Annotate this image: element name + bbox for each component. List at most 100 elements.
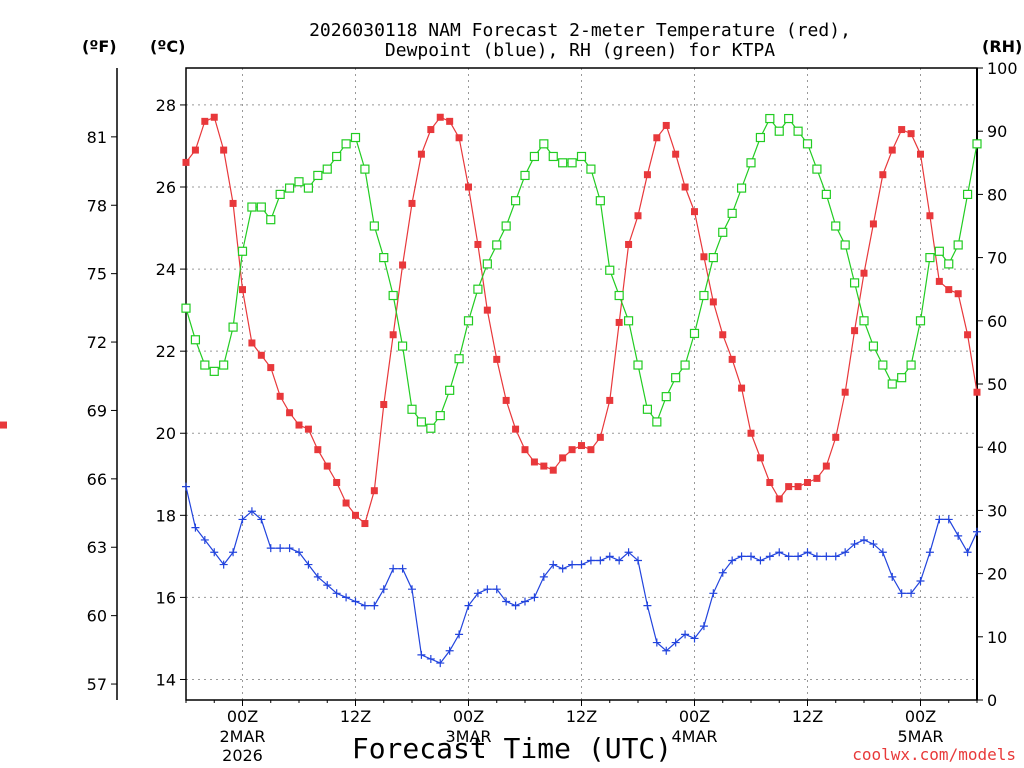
celsius-tick-label: 24 bbox=[156, 260, 176, 279]
dewpoint-point bbox=[229, 548, 238, 557]
rh-point bbox=[614, 290, 624, 301]
temperature-point bbox=[907, 130, 915, 138]
rh-point bbox=[219, 360, 229, 370]
rh-point bbox=[708, 253, 718, 263]
dewpoint-point bbox=[417, 650, 426, 659]
rh-point bbox=[812, 164, 822, 174]
rh-point bbox=[868, 341, 879, 351]
temperature-point bbox=[813, 474, 821, 482]
dewpoint-point bbox=[549, 560, 558, 569]
rh-point bbox=[680, 360, 690, 370]
time-tick-label: 00Z bbox=[905, 707, 936, 726]
temperature-point bbox=[361, 520, 369, 528]
rh-tick-label: 40 bbox=[987, 438, 1007, 457]
temperature-point bbox=[483, 306, 491, 314]
series-layer bbox=[0, 114, 982, 668]
dewpoint-point bbox=[502, 597, 511, 606]
rh-point bbox=[379, 253, 389, 263]
plot-frame bbox=[185, 67, 978, 701]
rh-tick-label: 70 bbox=[987, 249, 1007, 268]
temperature-point bbox=[804, 478, 811, 486]
dewpoint-point bbox=[210, 548, 219, 557]
temperature-point bbox=[267, 364, 275, 372]
rh-tick-label: 30 bbox=[987, 501, 1007, 520]
chart-title-line1: 2026030118 NAM Forecast 2-meter Temperat… bbox=[309, 20, 851, 41]
rh-point bbox=[633, 360, 643, 370]
rh-point bbox=[689, 328, 700, 339]
temperature-point bbox=[785, 483, 793, 491]
temperature-point bbox=[766, 478, 774, 486]
temperature-point bbox=[869, 220, 877, 228]
rh-point bbox=[520, 170, 530, 181]
dewpoint-point bbox=[379, 585, 388, 594]
celsius-tick-label: 16 bbox=[156, 588, 176, 607]
dewpoint-point bbox=[709, 589, 718, 598]
temperature-point bbox=[954, 290, 962, 298]
dewpoint-point bbox=[266, 544, 275, 553]
temperature-point bbox=[530, 458, 538, 466]
rh-point bbox=[200, 360, 210, 370]
rh-point bbox=[181, 303, 191, 313]
dewpoint-point bbox=[596, 556, 605, 565]
temperature-point bbox=[399, 261, 407, 269]
celsius-tick-label: 14 bbox=[156, 670, 176, 689]
rh-point bbox=[661, 392, 671, 402]
temperature-point bbox=[286, 409, 294, 417]
rh-point bbox=[341, 139, 351, 149]
temperature-point bbox=[756, 454, 764, 462]
dewpoint-point bbox=[662, 646, 671, 655]
rh-point bbox=[237, 246, 248, 256]
rh-point bbox=[802, 139, 813, 149]
celsius-tick-label: 22 bbox=[156, 342, 176, 361]
rh-point bbox=[849, 278, 860, 288]
time-tick-label: 12Z bbox=[340, 707, 371, 726]
rh-point bbox=[586, 164, 596, 174]
temperature-point bbox=[935, 277, 943, 285]
dewpoint-point bbox=[530, 593, 539, 602]
rh-unit-label: (RH) bbox=[982, 37, 1022, 56]
temperature-point bbox=[898, 126, 906, 134]
fahrenheit-tick-label: 72 bbox=[87, 333, 107, 352]
temperature-point bbox=[662, 121, 670, 129]
dewpoint-point bbox=[765, 552, 774, 561]
rh-point bbox=[934, 246, 944, 256]
temperature-point bbox=[719, 331, 727, 339]
temperature-point bbox=[672, 150, 680, 158]
temperature-point bbox=[446, 117, 454, 125]
dewpoint-point bbox=[841, 548, 850, 557]
watermark: coolwx.com/models bbox=[852, 745, 1016, 764]
celsius-tick-label: 28 bbox=[156, 96, 176, 115]
rh-point bbox=[878, 360, 888, 370]
time-tick-label: 00Z bbox=[453, 707, 484, 726]
dewpoint-point bbox=[408, 585, 416, 594]
celsius-tick-label: 18 bbox=[156, 506, 176, 525]
rh-point bbox=[953, 240, 963, 250]
dewpoint-point bbox=[747, 552, 755, 561]
rh-point bbox=[510, 196, 521, 206]
temperature-point bbox=[559, 454, 567, 462]
rh-point bbox=[727, 208, 737, 218]
rh-point bbox=[190, 335, 201, 345]
dewpoint-point bbox=[925, 548, 934, 557]
temperature-point bbox=[248, 339, 256, 347]
temperature-point bbox=[465, 183, 472, 191]
temperature-point bbox=[964, 331, 972, 339]
temperature-point bbox=[314, 446, 322, 454]
celsius-unit-label: (ºC) bbox=[150, 37, 185, 56]
dewpoint-point bbox=[615, 556, 624, 565]
rh-point bbox=[859, 316, 869, 326]
rh-tick-label: 90 bbox=[987, 122, 1007, 141]
temperature-point bbox=[775, 495, 783, 503]
rh-point bbox=[962, 189, 973, 199]
dewpoint-point bbox=[850, 540, 859, 549]
grid-lines bbox=[186, 68, 977, 700]
rh-point bbox=[576, 151, 587, 162]
dewpoint-point bbox=[521, 597, 529, 606]
dewpoint-point bbox=[389, 564, 398, 573]
dewpoint-point bbox=[342, 593, 351, 602]
rh-point bbox=[671, 373, 681, 383]
dewpoint-point bbox=[539, 572, 548, 581]
rh-point bbox=[642, 404, 653, 414]
temperature-point bbox=[549, 466, 557, 474]
dewpoint-point bbox=[473, 589, 482, 598]
